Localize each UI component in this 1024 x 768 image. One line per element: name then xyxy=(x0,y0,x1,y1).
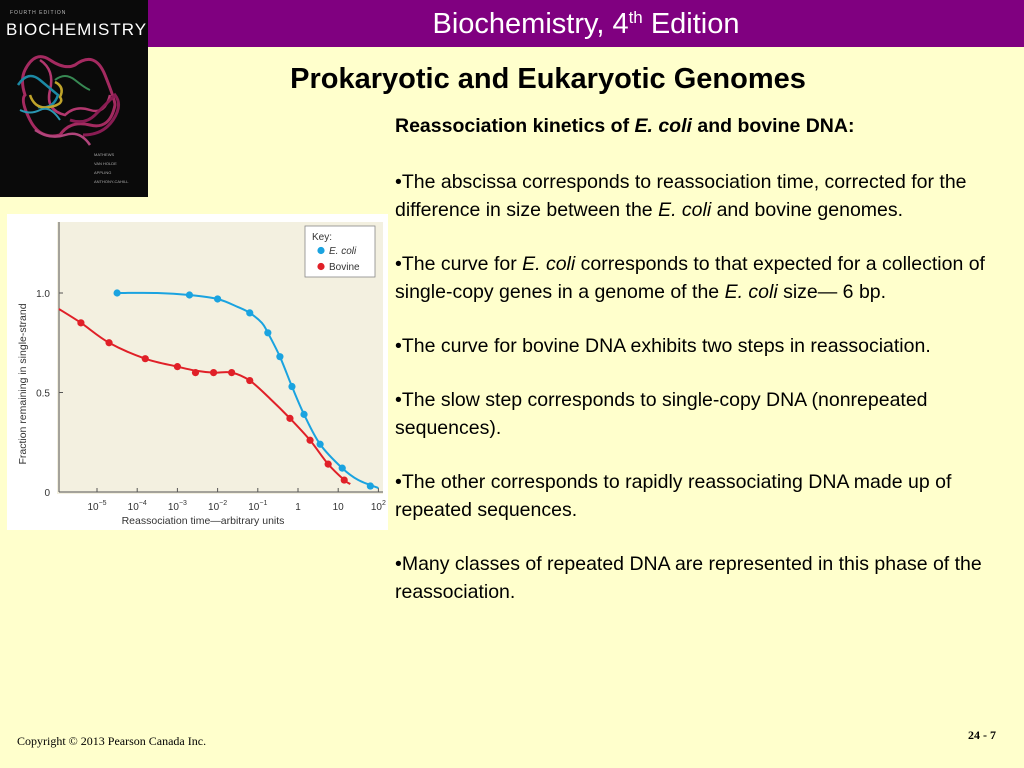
ecoli-data-point xyxy=(214,295,222,303)
y-tick-label: 1.0 xyxy=(36,289,50,300)
bullet-ecoli-curve: •The curve for E. coli corresponds to th… xyxy=(395,250,995,306)
copyright-notice: Copyright © 2013 Pearson Canada Inc. xyxy=(17,734,207,748)
ecoli-data-point xyxy=(185,291,194,299)
bullet-text-end: size— 6 bp. xyxy=(777,281,887,303)
x-tick-label: 10−5 xyxy=(87,500,106,513)
page-number: 24 - 7 xyxy=(968,728,996,742)
ecoli-data-point xyxy=(246,309,254,317)
bullet-bovine-steps: •The curve for bovine DNA exhibits two s… xyxy=(395,335,931,357)
legend-marker xyxy=(317,262,325,271)
bullet-species: E. coli xyxy=(522,253,576,275)
header-title: Biochemistry, 4th Edition xyxy=(148,6,1024,42)
bovine-data-point xyxy=(141,355,149,363)
book-cover-author: APPLING xyxy=(94,170,112,175)
bovine-data-point xyxy=(173,363,181,371)
x-tick-label: 1 xyxy=(295,502,301,513)
bullet-text: •The curve for xyxy=(395,253,523,275)
bullet-text: •The abscissa corresponds to reassociati… xyxy=(395,171,967,221)
book-cover-authors: MATHEWS VAN HOLDE APPLING ANTHONY-CAHILL xyxy=(94,150,129,186)
header-title-suffix: Edition xyxy=(642,8,740,40)
bullet-abscissa: •The abscissa corresponds to reassociati… xyxy=(395,168,995,224)
book-cover-title: BIOCHEMISTRY xyxy=(6,20,148,39)
book-cover-image: FOURTH EDITION BIOCHEMISTRY MATHEWS VAN … xyxy=(0,0,148,197)
ecoli-data-point xyxy=(366,482,374,490)
bovine-data-point xyxy=(306,436,314,444)
bullet-fast-step: •The other corresponds to rapidly reasso… xyxy=(395,471,952,521)
bullet-text-end: and bovine genomes. xyxy=(711,199,904,221)
x-tick-label: 10−4 xyxy=(128,500,147,513)
heading-text: Reassociation kinetics of xyxy=(395,115,635,137)
book-cover-edition: FOURTH EDITION xyxy=(10,10,67,16)
bullet-text-middle: corresponds to that expected for a colle… xyxy=(395,253,985,303)
y-axis-label: Fraction remaining in single-strand xyxy=(17,303,29,464)
legend-title: Key: xyxy=(312,232,332,243)
heading-species: E. coli xyxy=(634,115,692,137)
ecoli-data-point xyxy=(300,410,308,418)
header-title-superscript: th xyxy=(628,8,643,27)
protein-structure-illustration xyxy=(16,55,120,146)
bovine-data-point xyxy=(209,369,218,377)
ecoli-data-point xyxy=(276,353,284,361)
reassociation-chart: 10−5 10−4 10−3 10−2 10−1 1 10 102 0 0.5 1.0 Reassoc… xyxy=(17,222,386,527)
bovine-data-point xyxy=(228,369,236,377)
legend-label: E. coli xyxy=(329,246,357,257)
bullet-species: E. coli xyxy=(658,199,712,221)
chart-panel: 10−5 10−4 10−3 10−2 10−1 1 10 102 0 0.5 1.0 Reassoc… xyxy=(7,214,388,530)
bullet-slow-step: •The slow step corresponds to single-cop… xyxy=(395,389,928,439)
header-bar xyxy=(0,0,1024,47)
bullet-repeated-dna: •Many classes of repeated DNA are repres… xyxy=(395,553,982,603)
book-cover-author: MATHEWS xyxy=(94,152,115,157)
ecoli-data-point xyxy=(288,382,296,391)
ecoli-data-point xyxy=(338,464,346,472)
x-tick-label: 10−3 xyxy=(168,500,187,513)
y-tick-label: 0.5 xyxy=(36,389,50,400)
y-tick-label: 0 xyxy=(44,488,50,499)
ecoli-data-point xyxy=(264,329,272,337)
x-tick-label: 10 xyxy=(333,502,345,513)
legend-marker xyxy=(317,246,325,255)
x-tick-label: 10−1 xyxy=(248,500,267,513)
bovine-data-point xyxy=(340,476,348,484)
bovine-data-point xyxy=(105,339,113,347)
legend-label: Bovine xyxy=(329,262,360,273)
ecoli-data-point xyxy=(316,440,324,448)
legend-box xyxy=(304,225,376,278)
x-axis-label: Reassociation time—arbitrary units xyxy=(122,515,285,527)
bovine-data-point xyxy=(246,376,254,385)
text-column: Reassociation kinetics of E. coli and bo… xyxy=(395,112,995,632)
legend: Key: E. coli Bovine xyxy=(304,225,376,278)
bullet-species: E. coli xyxy=(724,281,778,303)
text-heading: Reassociation kinetics of E. coli and bo… xyxy=(395,112,995,140)
bovine-data-point xyxy=(191,369,200,377)
header-title-text: Biochemistry, 4 xyxy=(432,8,629,40)
heading-text-end: and bovine DNA: xyxy=(691,115,855,137)
bovine-data-point xyxy=(324,460,332,468)
slide-title: Prokaryotic and Eukaryotic Genomes xyxy=(290,63,806,95)
bovine-data-point xyxy=(286,414,294,422)
x-tick-label: 102 xyxy=(371,500,386,513)
ecoli-data-point xyxy=(113,289,121,297)
book-cover-author: VAN HOLDE xyxy=(94,161,117,166)
bovine-data-point xyxy=(77,319,85,327)
x-tick-label: 10−2 xyxy=(208,500,227,513)
book-cover-author: ANTHONY-CAHILL xyxy=(94,179,129,184)
